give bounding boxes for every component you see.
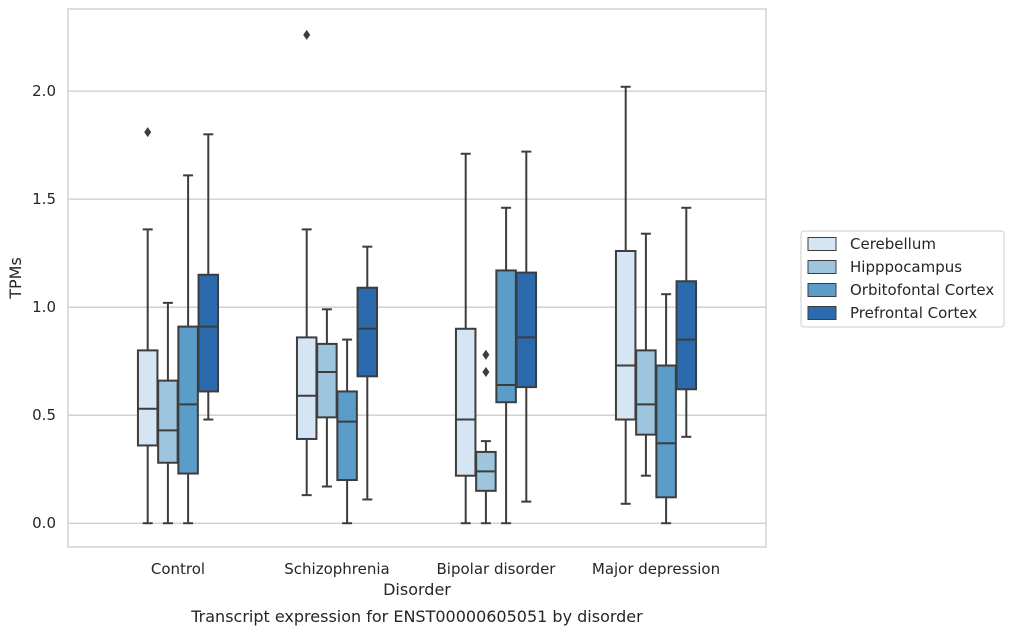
box-hipppocampus — [157, 301, 179, 525]
box-orbitofontal-cortex — [495, 206, 517, 525]
box-prefrontal-cortex — [197, 133, 220, 421]
box-hipppocampus — [475, 349, 497, 525]
legend-label: Prefrontal Cortex — [850, 304, 977, 322]
outlier-point — [482, 366, 490, 377]
box-body — [635, 349, 657, 436]
legend-label: Orbitofontal Cortex — [850, 281, 994, 299]
box-hipppocampus — [316, 308, 338, 488]
x-tick-label: Schizophrenia — [284, 560, 389, 578]
box-body — [197, 273, 220, 393]
plot-frame — [67, 8, 767, 548]
box-body — [295, 336, 318, 440]
legend-frame — [800, 230, 1005, 328]
box-orbitofontal-cortex — [336, 338, 358, 525]
legend-label: Cerebellum — [850, 235, 936, 253]
y-tick-labels: 0.0 0.5 1.0 1.5 2.0 — [32, 82, 56, 532]
box-prefrontal-cortex — [356, 245, 379, 501]
box-body — [454, 327, 477, 477]
legend-swatch — [807, 283, 837, 297]
legend-swatch — [807, 306, 837, 320]
outlier-point — [144, 127, 152, 138]
box-body — [316, 342, 338, 419]
x-tick-labels: Control Schizophrenia Bipolar disorder Majo… — [151, 560, 720, 578]
y-tick-label: 2.0 — [32, 82, 56, 100]
box-hipppocampus — [635, 232, 657, 477]
box-body — [495, 269, 517, 404]
box-body — [356, 286, 379, 378]
outlier-point — [482, 349, 490, 360]
legend-swatch — [807, 260, 837, 274]
box-prefrontal-cortex — [675, 206, 698, 438]
box-body — [655, 364, 677, 499]
x-tick-label: Bipolar disorder — [437, 560, 557, 578]
box-prefrontal-cortex — [515, 150, 538, 503]
box-cerebellum — [614, 85, 637, 505]
box-layer — [136, 29, 698, 525]
box-body — [614, 249, 637, 421]
x-tick-label: Control — [151, 560, 205, 578]
legend-swatch — [807, 237, 837, 251]
box-cerebellum — [295, 29, 318, 497]
legend-label: Hipppocampus — [850, 258, 962, 276]
y-tick-label: 1.5 — [32, 190, 56, 208]
outlier-point — [303, 29, 311, 40]
box-body — [675, 280, 698, 391]
legend-items: Cerebellum Hipppocampus Orbitofontal Corte… — [807, 235, 994, 322]
y-tick-label: 0.5 — [32, 406, 56, 424]
y-tick-label: 0.0 — [32, 514, 56, 532]
x-axis-title: Disorder — [383, 580, 451, 599]
box-body — [136, 349, 159, 447]
y-axis-title: TPMs — [6, 257, 25, 300]
y-tick-label: 1.0 — [32, 298, 56, 316]
box-orbitofontal-cortex — [177, 174, 199, 525]
box-cerebellum — [136, 127, 159, 525]
box-orbitofontal-cortex — [655, 293, 677, 525]
box-body — [177, 325, 199, 475]
legend: Cerebellum Hipppocampus Orbitofontal Corte… — [800, 230, 1005, 328]
box-body — [515, 271, 538, 389]
x-tick-label: Major depression — [592, 560, 720, 578]
box-cerebellum — [454, 152, 477, 525]
box-body — [336, 390, 358, 482]
box-body — [157, 379, 179, 464]
chart-caption: Transcript expression for ENST0000060505… — [190, 607, 643, 626]
